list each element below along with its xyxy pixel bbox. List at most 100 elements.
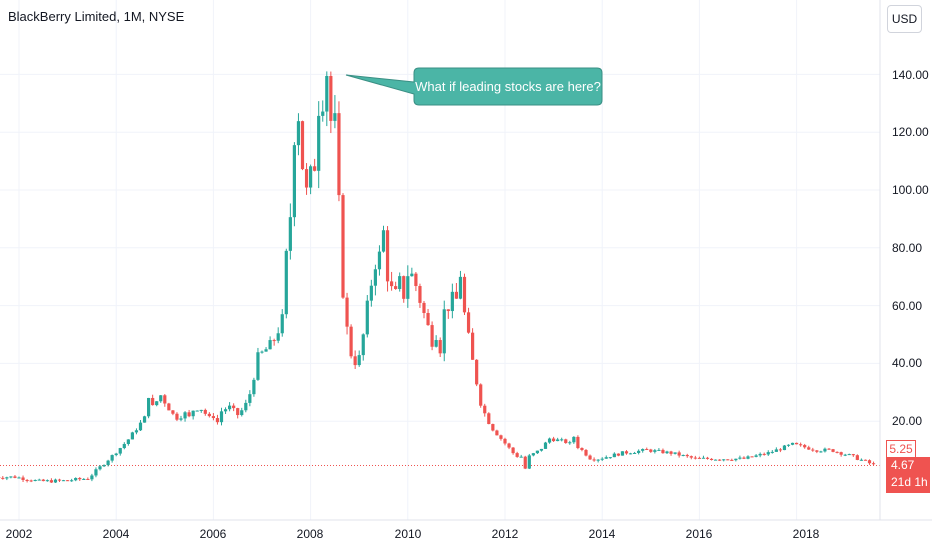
candle-body xyxy=(673,452,677,454)
candle-body xyxy=(592,459,596,461)
candle-body xyxy=(803,445,807,448)
candle-body xyxy=(45,480,49,482)
candle-body xyxy=(381,230,386,252)
candle-body xyxy=(527,455,531,469)
candle-body xyxy=(807,447,811,450)
candle-body xyxy=(519,456,523,458)
candle-body xyxy=(256,352,260,380)
candle-body xyxy=(300,121,305,170)
candle-body xyxy=(203,409,207,414)
candle-body xyxy=(596,459,600,461)
candle-body xyxy=(479,384,483,406)
candle-body xyxy=(543,442,548,449)
candle-body xyxy=(33,479,37,481)
candle-body xyxy=(782,445,787,451)
candle-body xyxy=(746,456,750,459)
candle-body xyxy=(859,459,863,461)
candle-body xyxy=(612,453,616,458)
candle-body xyxy=(142,416,147,423)
candle-body xyxy=(475,359,479,385)
candle-body xyxy=(714,459,718,461)
annotation-callout[interactable] xyxy=(345,67,603,106)
candle-body xyxy=(462,276,467,313)
candle-body xyxy=(13,476,17,478)
candle-body xyxy=(552,438,556,442)
candle-body xyxy=(434,340,438,347)
candle-body xyxy=(1,477,5,479)
candle-body xyxy=(693,457,697,459)
candle-body xyxy=(365,300,369,335)
candle-body xyxy=(61,480,66,482)
candle-body xyxy=(74,477,78,481)
candle-body xyxy=(843,454,847,456)
candle-body xyxy=(199,409,203,411)
candle-body xyxy=(284,250,288,315)
candle-body xyxy=(94,469,98,476)
candle-body xyxy=(422,302,426,313)
candle-body xyxy=(657,449,661,451)
candle-body xyxy=(151,397,155,406)
chart-symbol-title[interactable]: BlackBerry Limited, 1M, NYSE xyxy=(8,9,185,24)
candle-body xyxy=(70,480,74,482)
candle-body xyxy=(333,113,337,121)
candle-body xyxy=(851,454,855,456)
candle-body xyxy=(17,477,21,479)
candle-body xyxy=(604,457,608,459)
candle-body xyxy=(815,450,819,452)
candle-body xyxy=(438,340,442,354)
candle-body xyxy=(341,195,345,298)
candle-body xyxy=(430,325,434,347)
candle-body xyxy=(738,457,742,459)
candle-body xyxy=(689,456,693,458)
candle-body xyxy=(357,355,361,366)
candle-body xyxy=(244,402,248,411)
candle-body xyxy=(102,465,106,467)
candles-group xyxy=(0,71,876,483)
x-tick-label: 2006 xyxy=(199,527,227,541)
candle-body xyxy=(523,456,527,469)
candle-body xyxy=(665,451,669,454)
candle-body xyxy=(649,449,653,452)
candle-body xyxy=(819,451,823,453)
candle-body xyxy=(276,333,280,341)
candle-body xyxy=(600,458,604,460)
candle-body xyxy=(183,412,187,419)
candle-body xyxy=(758,453,762,456)
candle-body xyxy=(296,121,301,146)
candle-body xyxy=(774,449,778,452)
candle-body xyxy=(867,460,872,464)
annotation-text[interactable]: What if leading stocks are here? xyxy=(415,79,601,94)
candle-body xyxy=(770,451,774,453)
candle-body xyxy=(126,439,130,444)
currency-button[interactable]: USD xyxy=(887,5,922,33)
candle-body xyxy=(847,454,851,456)
candle-body xyxy=(37,479,41,481)
candle-body xyxy=(211,416,215,419)
candle-body xyxy=(134,430,139,433)
candle-body xyxy=(147,397,151,417)
candle-body xyxy=(580,448,584,450)
candle-body xyxy=(78,477,82,480)
candle-body xyxy=(645,449,649,451)
candle-body xyxy=(450,291,454,312)
x-tick-label: 2018 xyxy=(792,527,820,541)
candle-body xyxy=(458,276,463,299)
candle-body xyxy=(304,169,309,188)
candle-body xyxy=(466,312,471,333)
candle-body xyxy=(722,459,726,461)
candle-body xyxy=(260,351,264,353)
x-tick-label: 2010 xyxy=(394,527,422,541)
candle-body xyxy=(515,453,519,457)
candle-body xyxy=(167,403,171,411)
candle-body xyxy=(750,456,754,458)
candle-body xyxy=(272,340,276,342)
candle-body xyxy=(799,444,803,446)
candle-body xyxy=(163,395,167,404)
x-tick-label: 2008 xyxy=(296,527,324,541)
candle-body xyxy=(608,457,612,459)
candle-body xyxy=(762,453,766,455)
last-price-value: 4.67 xyxy=(891,458,915,472)
candle-body xyxy=(86,478,90,480)
candle-body xyxy=(778,449,782,451)
